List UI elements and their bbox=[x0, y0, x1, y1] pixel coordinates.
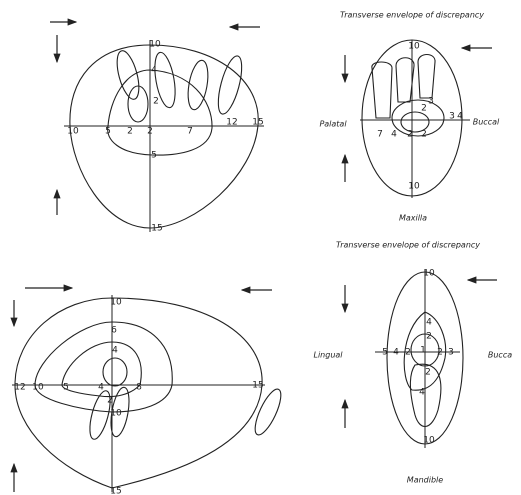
label: 4 bbox=[426, 318, 432, 328]
label: 5 bbox=[105, 127, 111, 137]
label: Mandible bbox=[407, 476, 443, 485]
label: 2 bbox=[426, 332, 432, 342]
label: 2 bbox=[421, 130, 427, 140]
label: 4 bbox=[457, 112, 463, 122]
label: 3 bbox=[448, 348, 454, 358]
label: 10 bbox=[408, 42, 420, 52]
label: 2 bbox=[421, 104, 427, 114]
label: Palatal bbox=[319, 120, 347, 129]
label: 4 bbox=[419, 388, 425, 398]
label: 1 bbox=[420, 346, 426, 356]
label: 7 bbox=[377, 130, 383, 140]
label: 8 bbox=[136, 383, 142, 393]
label: 5 bbox=[151, 151, 157, 161]
label: 5 bbox=[63, 383, 69, 393]
label: Transverse envelope of discrepancy bbox=[340, 11, 484, 20]
label: 10 bbox=[110, 298, 122, 308]
label: 10 bbox=[423, 269, 435, 279]
label: 3 bbox=[428, 97, 434, 107]
label: 6 bbox=[111, 326, 117, 336]
mandible-sagittal bbox=[12, 295, 286, 492]
mandible-transverse bbox=[375, 270, 463, 448]
label: 15 bbox=[252, 381, 263, 391]
label: 15 bbox=[151, 224, 162, 234]
label: 2 bbox=[425, 368, 431, 378]
label: 4 bbox=[393, 348, 399, 358]
label: 4 bbox=[112, 346, 118, 356]
label: 10 bbox=[32, 383, 44, 393]
label: Bucca bbox=[488, 351, 512, 360]
label: 2 bbox=[147, 127, 153, 137]
label: 2 bbox=[407, 130, 413, 140]
label: 2 bbox=[107, 396, 113, 406]
label: Buccal bbox=[473, 118, 500, 127]
label: 10 bbox=[110, 409, 122, 419]
label: 5 bbox=[382, 348, 388, 358]
label: 4 bbox=[151, 66, 157, 76]
label: 15 bbox=[252, 118, 263, 128]
label: Lingual bbox=[313, 351, 343, 360]
label: 2 bbox=[405, 348, 411, 358]
label: 10 bbox=[67, 127, 79, 137]
label: Transverse envelope of discrepancy bbox=[336, 241, 480, 250]
label: 10 bbox=[149, 40, 161, 50]
label: 3 bbox=[449, 112, 455, 122]
label: 4 bbox=[98, 383, 104, 393]
label: 10 bbox=[423, 436, 435, 446]
label: 10 bbox=[408, 182, 420, 192]
label: 4 bbox=[391, 130, 397, 140]
label: 2 bbox=[437, 348, 443, 358]
label: 12 bbox=[226, 118, 237, 128]
label: 2 bbox=[153, 97, 159, 107]
label: 7 bbox=[187, 127, 193, 137]
label: 15 bbox=[110, 487, 121, 495]
diagram: 1042105227121551510327422341010641210548… bbox=[0, 0, 521, 495]
label: Maxilla bbox=[399, 214, 427, 223]
label: 12 bbox=[14, 383, 25, 393]
label: 2 bbox=[127, 127, 133, 137]
maxilla-sagittal bbox=[64, 40, 264, 232]
